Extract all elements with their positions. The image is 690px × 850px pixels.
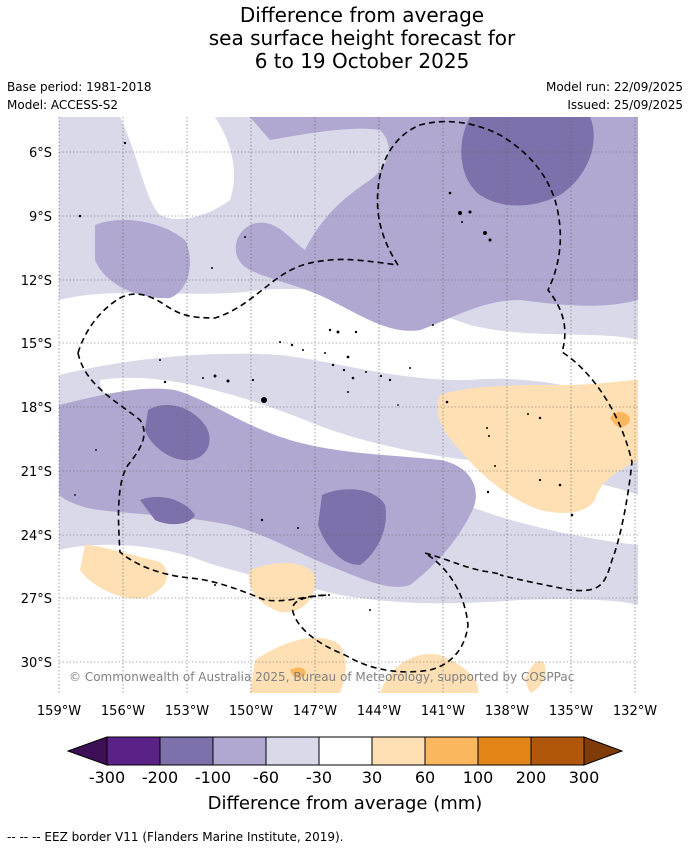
- colorbar-dividers: [159, 737, 532, 765]
- islands: [74, 141, 574, 611]
- lon-label: 138°W: [485, 704, 529, 719]
- colorbar-tick: -100: [195, 768, 231, 787]
- lon-label: 132°W: [613, 704, 657, 719]
- anomaly-fields: [59, 117, 638, 693]
- field-dark-center: [318, 489, 386, 565]
- colorbar-tick: -60: [253, 768, 279, 787]
- title-line-2: sea surface height forecast for: [208, 26, 516, 50]
- field-white-central: [59, 289, 638, 410]
- field-positive-west: [80, 545, 168, 599]
- lon-label: 159°W: [37, 704, 81, 719]
- lat-label: 27°S: [21, 592, 52, 607]
- eez-legend: -- -- -- EEZ border V11 (Flanders Marine…: [7, 830, 344, 844]
- map-title: Difference from average sea surface heig…: [0, 4, 690, 73]
- model-name: Model: ACCESS-S2: [7, 98, 119, 112]
- eez-borders: [77, 120, 633, 673]
- colorbar-title: Difference from average (mm): [208, 793, 483, 814]
- colorbar-swatch: [425, 737, 478, 765]
- lat-label: 21°S: [21, 465, 52, 480]
- lat-label: 30°S: [21, 656, 52, 671]
- field-dark-southwest: [140, 496, 195, 525]
- lon-label: 147°W: [293, 704, 337, 719]
- colorbar-swatch: [319, 737, 372, 765]
- colorbar-tick: 60: [415, 768, 435, 787]
- issued-date: Issued: 25/09/2025: [567, 98, 683, 112]
- colorbar-swatch: [160, 737, 213, 765]
- field-white-south: [59, 544, 638, 693]
- eez-border-south: [291, 554, 469, 673]
- eez-border-south-link: [424, 552, 503, 576]
- lon-label: 144°W: [357, 704, 401, 719]
- colorbar-tick: 300: [569, 768, 600, 787]
- colorbar-tick: -30: [306, 768, 332, 787]
- colorbar-tick: -200: [142, 768, 178, 787]
- colorbar-tick-labels: -300 -200 -100 -60 -30 30 60 100 200 300: [89, 768, 599, 787]
- colorbar-swatch: [107, 737, 160, 765]
- lat-label: 12°S: [21, 274, 52, 289]
- field-orange-south: [290, 667, 306, 678]
- lon-label: 156°W: [101, 704, 145, 719]
- colorbar-extend-high: [583, 736, 624, 766]
- lat-label: 6°S: [29, 146, 52, 161]
- colorbar: -300 -200 -100 -60 -30 30 60 100 200 300…: [66, 736, 624, 814]
- field-positive-south-1: [249, 563, 316, 613]
- colorbar-outline: [106, 736, 585, 766]
- field-positive-south-3: [380, 654, 479, 693]
- colorbar-swatch: [478, 737, 531, 765]
- meta-left: Base period: 1981-2018 Model: ACCESS-S2: [7, 78, 152, 114]
- field-dark-north: [461, 117, 594, 206]
- colorbar-extend-low: [66, 736, 108, 766]
- lat-label: 18°S: [21, 401, 52, 416]
- eez-border-north-east: [376, 120, 633, 592]
- colorbar-tick: 30: [362, 768, 382, 787]
- field-medium-west: [95, 220, 190, 299]
- lat-label: 15°S: [21, 337, 52, 352]
- colorbar-tick: -300: [89, 768, 125, 787]
- colorbar-tick: 200: [516, 768, 547, 787]
- lon-label: 150°W: [229, 704, 273, 719]
- field-positive-south-4: [525, 660, 546, 693]
- title-line-3: 6 to 19 October 2025: [254, 49, 470, 73]
- lon-label: 135°W: [549, 704, 593, 719]
- lat-label: 24°S: [21, 529, 52, 544]
- gridlines: [58, 117, 638, 693]
- latitude-labels: 6°S 9°S 12°S 15°S 18°S 21°S 24°S 27°S 30…: [21, 146, 52, 671]
- colorbar-swatch: [531, 737, 584, 765]
- field-positive-south-2: [250, 637, 346, 693]
- field-positive-east: [437, 380, 638, 513]
- colorbar-swatch: [213, 737, 266, 765]
- longitude-labels: 159°W 156°W 153°W 150°W 147°W 144°W 141°…: [37, 704, 657, 719]
- lat-label: 9°S: [29, 210, 52, 225]
- title-line-1: Difference from average: [239, 3, 485, 27]
- lon-label: 141°W: [421, 704, 465, 719]
- colorbar-swatch: [266, 737, 319, 765]
- model-run: Model run: 22/09/2025: [545, 80, 683, 94]
- eez-border-northwest: [77, 258, 399, 354]
- field-dark-west: [145, 405, 210, 461]
- lon-label: 153°W: [165, 704, 209, 719]
- colorbar-tick: 100: [463, 768, 494, 787]
- colorbar-swatch: [372, 737, 425, 765]
- eez-border-west: [77, 352, 331, 602]
- base-period: Base period: 1981-2018: [7, 80, 152, 94]
- copyright-text: © Commonwealth of Australia 2025, Bureau…: [69, 670, 574, 684]
- meta-right: Model run: 22/09/2025 Issued: 25/09/2025: [546, 78, 683, 114]
- field-white-north: [120, 117, 235, 220]
